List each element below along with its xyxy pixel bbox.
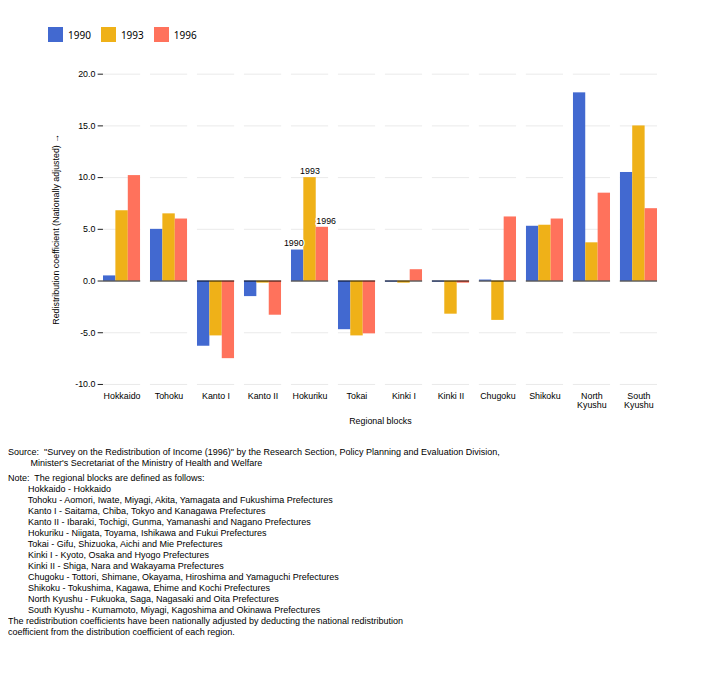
html-text:Chugoku - Tottori, Shimane, Ok: Chugoku - Tottori, Shimane, Okayama, Hir… [8, 572, 339, 583]
svg-text:10.0: 10.0 [78, 172, 95, 182]
html-text:South Kyushu - Kumamoto, Miyag: South Kyushu - Kumamoto, Miyagi, Kagoshi… [8, 605, 321, 616]
svg-text:SouthKyushu: SouthKyushu [624, 391, 654, 410]
html-text:Hokkaido - Hokkaido: Hokkaido - Hokkaido [8, 484, 111, 495]
html-text:1993: 1993 [120, 27, 144, 42]
html-text:Source: "Survey on the Redistr: Source: "Survey on the Redistribution of… [8, 447, 500, 458]
svg-text:1993: 1993 [300, 166, 320, 176]
svg-text:Hokuriku: Hokuriku [292, 391, 327, 401]
svg-text:Tohoku: Tohoku [155, 391, 184, 401]
svg-text:5.0: 5.0 [83, 224, 95, 234]
html-text:1990: 1990 [68, 27, 91, 42]
html-text:Tohoku - Aomori, Iwate, Miyagi: Tohoku - Aomori, Iwate, Miyagi, Akita, Y… [8, 495, 333, 506]
html-text:North Kyushu - Fukuoka, Saga,: North Kyushu - Fukuoka, Saga, Nagasaki a… [8, 594, 279, 605]
svg-text:Shikoku: Shikoku [529, 391, 561, 401]
svg-text:NorthKyushu: NorthKyushu [577, 391, 607, 410]
svg-text:Kanto I: Kanto I [202, 391, 230, 401]
html-text:Hokuriku - Niigata, Toyama, Is: Hokuriku - Niigata, Toyama, Ishikawa and… [8, 528, 267, 539]
svg-text:Tokai: Tokai [347, 391, 368, 401]
svg-text:0.0: 0.0 [83, 276, 95, 286]
svg-text:-5.0: -5.0 [80, 328, 95, 338]
svg-text:Regional blocks: Regional blocks [349, 416, 412, 426]
html-text:Kanto I - Saitama, Chiba, Toky: Kanto I - Saitama, Chiba, Tokyo and Kana… [8, 506, 266, 517]
html-text:coefficient from the distribut: coefficient from the distribution coeffi… [8, 627, 235, 638]
svg-text:15.0: 15.0 [78, 121, 95, 131]
html-text:Tokai - Gifu, Shizuoka, Aichi: Tokai - Gifu, Shizuoka, Aichi and Mie Pr… [8, 539, 223, 550]
html-text:Kanto II - Ibaraki, Tochigi, G: Kanto II - Ibaraki, Tochigi, Gunma, Yama… [8, 517, 311, 528]
html-text:1996: 1996 [173, 27, 197, 42]
svg-text:Redistribution coefficient (Na: Redistribution coefficient (Nationally a… [51, 134, 61, 325]
svg-text:Kanto II: Kanto II [248, 391, 279, 401]
html-text:Kinki I - Kyoto, Osaka and Hyo: Kinki I - Kyoto, Osaka and Hyogo Prefect… [8, 550, 210, 561]
svg-text:1990: 1990 [284, 238, 304, 248]
svg-text:20.0: 20.0 [78, 69, 95, 79]
html-text:Note: The regional blocks are: Note: The regional blocks are defined as… [8, 473, 205, 484]
svg-text:Kinki I: Kinki I [392, 391, 416, 401]
html-text:Kinki II - Shiga, Nara and Wak: Kinki II - Shiga, Nara and Wakayama Pref… [8, 561, 224, 572]
svg-text:1996: 1996 [316, 216, 336, 226]
html-text:Minister's Secretariat of the: Minister's Secretariat of the Ministry o… [8, 458, 263, 469]
svg-text:Kinki II: Kinki II [438, 391, 465, 401]
svg-text:Chugoku: Chugoku [480, 391, 516, 401]
html-text:Shikoku - Tokushima, Kagawa, E: Shikoku - Tokushima, Kagawa, Ehime and K… [8, 583, 270, 594]
svg-text:Hokkaido: Hokkaido [104, 391, 141, 401]
html-text:The redistribution coefficient: The redistribution coefficients have bee… [8, 616, 404, 627]
svg-text:-10.0: -10.0 [75, 379, 95, 389]
